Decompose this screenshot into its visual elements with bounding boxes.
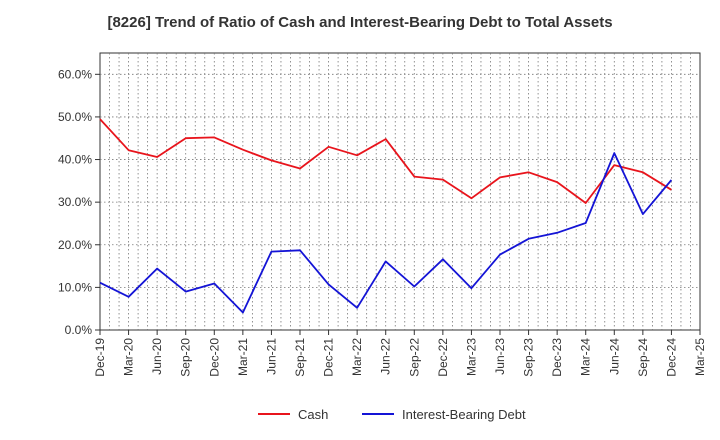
x-tick-label: Dec-24	[664, 338, 678, 377]
x-tick-label: Sep-20	[179, 338, 193, 377]
x-tick-label: Dec-22	[436, 338, 450, 377]
x-tick-label: Jun-21	[264, 338, 278, 375]
x-tick-label: Sep-24	[636, 338, 650, 377]
y-tick-label: 0.0%	[65, 323, 93, 337]
legend-label: Cash	[298, 407, 328, 422]
x-tick-label: Jun-22	[379, 338, 393, 375]
x-tick-label: Sep-22	[407, 338, 421, 377]
legend-label: Interest-Bearing Debt	[402, 407, 526, 422]
x-tick-label: Mar-24	[579, 338, 593, 376]
x-tick-label: Mar-25	[693, 338, 707, 376]
y-tick-label: 20.0%	[58, 238, 92, 252]
series-layer	[99, 118, 673, 314]
x-tick-label: Dec-19	[93, 338, 107, 377]
x-tick-label: Sep-21	[293, 338, 307, 377]
y-tick-label: 10.0%	[58, 280, 92, 294]
y-tick-label: 40.0%	[58, 153, 92, 167]
x-tick-label: Mar-20	[122, 338, 136, 376]
y-tick-label: 30.0%	[58, 195, 92, 209]
plot-area	[99, 52, 701, 331]
x-tick-label: Dec-20	[207, 338, 221, 377]
x-tick-label: Jun-20	[150, 338, 164, 375]
x-tick-label: Mar-21	[236, 338, 250, 376]
x-tick-label: Dec-21	[322, 338, 336, 377]
axis-layer: 0.0% 10.0% 20.0% 30.0% 40.0% 50.0% 60.0% Dec-19…	[58, 67, 707, 376]
chart-title: [8226] Trend of Ratio of Cash and Intere…	[107, 14, 613, 31]
series-line-debt	[99, 152, 673, 314]
x-tick-label: Mar-22	[350, 338, 364, 376]
x-tick-label: Jun-24	[607, 338, 621, 375]
x-tick-label: Jun-23	[493, 338, 507, 375]
y-tick-label: 60.0%	[58, 67, 92, 81]
legend-layer: Cash Interest-Bearing Debt	[258, 407, 526, 422]
x-tick-label: Dec-23	[550, 338, 564, 377]
grid-layer	[99, 52, 701, 331]
x-tick-label: Mar-23	[464, 338, 478, 376]
series-line-cash	[99, 118, 672, 204]
x-tick-label: Sep-23	[522, 338, 536, 377]
y-tick-label: 50.0%	[58, 110, 92, 124]
